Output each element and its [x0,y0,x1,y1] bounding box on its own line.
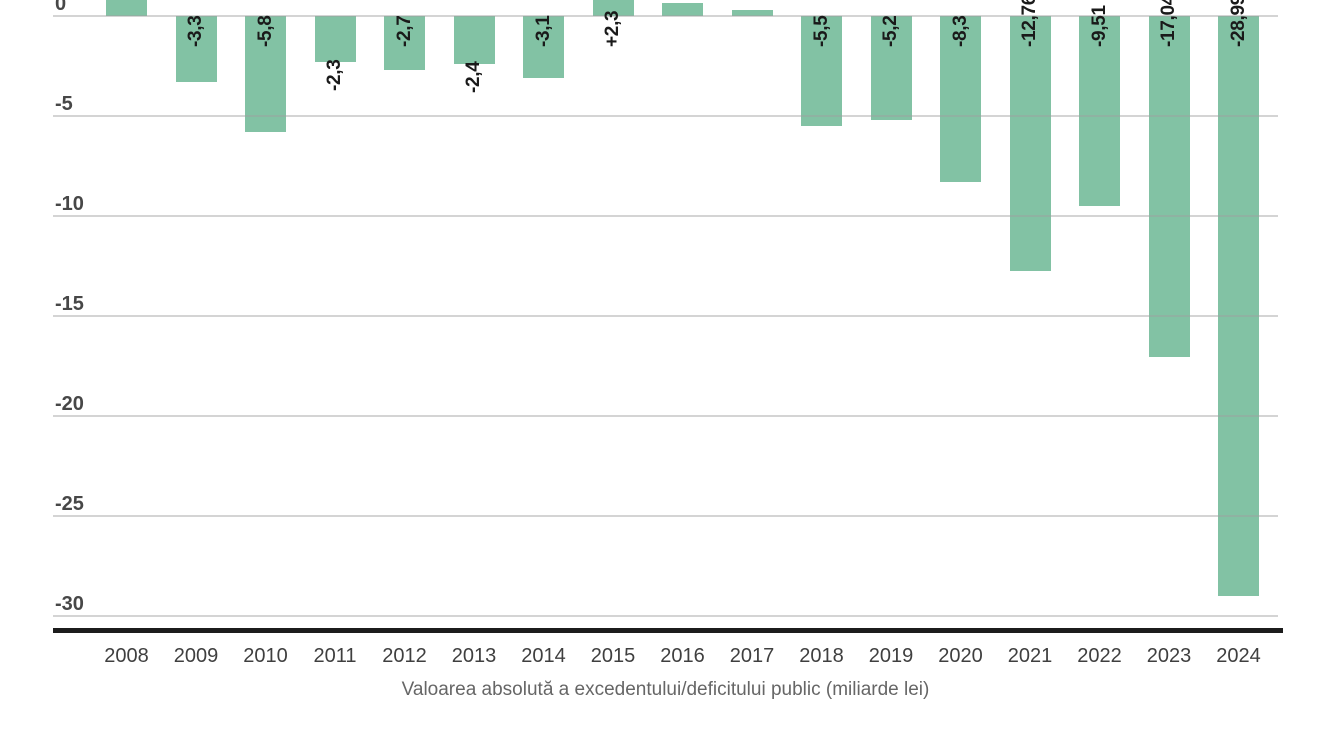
bar-value-text: -12,76 [1019,0,1041,47]
bar-2021 [1009,16,1051,272]
x-tick-label-2011: 2011 [313,645,357,667]
bar-value-text: -5,5 [810,15,832,47]
x-axis-line [53,628,1283,633]
bar-2012 [384,16,425,70]
bar-2018 [801,16,842,126]
x-tick-label-2014: 2014 [521,645,566,667]
bar-value-label-2009: -3,3 [185,15,207,47]
x-tick-label-2008: 2008 [104,645,149,667]
bar-value-label-2019: -5,2 [880,15,902,47]
bar-value-text: -3,3 [185,15,206,47]
bar-value-label-2011: -2,3 [324,59,346,91]
gridline-0 [53,15,1278,17]
bar-2017 [731,10,773,16]
x-tick-label-2009: 2009 [173,645,219,667]
bar-value-label-2023: -17,04 [1158,0,1180,47]
x-tick-label-2022: 2022 [1077,645,1122,667]
bar-2013 [453,16,495,64]
bar-value-label-2024: -28,99 [1228,0,1250,47]
bar-2019 [870,16,912,120]
bar-value-text: -9,51 [1088,5,1110,47]
bar-value-label-2010: -5,8 [254,15,277,47]
gridline--5 [53,115,1278,117]
y-tick-label--20: -20 [55,393,84,415]
bar-value-text: -2,3 [324,59,345,91]
bar-value-label-2012: -2,7 [393,15,416,47]
x-tick-label-2020: 2020 [938,645,983,667]
bar-value-label-2018: -5,5 [810,15,833,47]
bar-value-text: -2,4 [463,61,484,93]
bar-value-label-2021: -12,76 [1019,0,1041,47]
x-tick-label-2024: 2024 [1216,645,1261,667]
bar-value-text: +2,3 [602,10,623,47]
bar-value-text: -5,2 [880,15,901,47]
x-tick-label-2016: 2016 [660,645,705,667]
gridline--30 [53,615,1278,617]
bar-2010 [245,16,286,132]
bar-2024 [1218,16,1259,596]
x-tick-label-2018: 2018 [799,645,844,667]
y-tick-label--25: -25 [55,493,84,515]
x-tick-label-2019: 2019 [868,645,914,667]
gridline--15 [53,315,1278,317]
bar-value-text: -3,1 [532,15,554,47]
x-tick-label-2012: 2012 [382,645,427,667]
y-tick-label--30: -30 [55,593,84,615]
x-tick-label-2021: 2021 [1007,645,1053,667]
bar-2023 [1148,16,1190,357]
bar-2014 [523,16,564,78]
chart-caption: Valoarea absolută a excedentului/deficit… [401,679,930,700]
x-tick-label-2023: 2023 [1146,645,1192,667]
bar-2009 [175,16,217,82]
x-tick-label-2013: 2013 [451,645,497,667]
gridline--20 [53,415,1278,417]
bar-value-label-2015: +2,3 [602,10,624,47]
y-tick-label--15: -15 [55,293,84,315]
bar-value-text: -17,04 [1158,0,1180,47]
bar-value-label-2014: -3,1 [532,15,555,47]
bar-value-text: -5,8 [254,15,276,47]
bar-value-text: -28,99 [1228,0,1250,47]
bar-value-label-2022: -9,51 [1088,5,1111,47]
x-tick-label-2015: 2015 [590,645,636,667]
bar-2008 [106,0,147,16]
gridline--25 [53,515,1278,517]
bar-value-text: -2,7 [393,15,415,47]
bar-value-label-2013: -2,4 [463,61,485,93]
x-tick-label-2010: 2010 [243,645,288,667]
y-tick-label-0: 0 [55,0,67,15]
y-tick-label--5: -5 [55,93,73,115]
bar-2020 [940,16,981,182]
bar-2011 [314,16,356,62]
bar-2022 [1079,16,1120,207]
bar-value-label-2020: -8,3 [949,15,972,47]
bar-2015 [592,0,634,16]
y-tick-label--10: -10 [55,193,84,215]
x-tick-label-2017: 2017 [729,645,775,667]
gridline--10 [53,215,1278,217]
bar-2016 [662,3,703,16]
bar-value-text: -8,3 [949,15,971,47]
